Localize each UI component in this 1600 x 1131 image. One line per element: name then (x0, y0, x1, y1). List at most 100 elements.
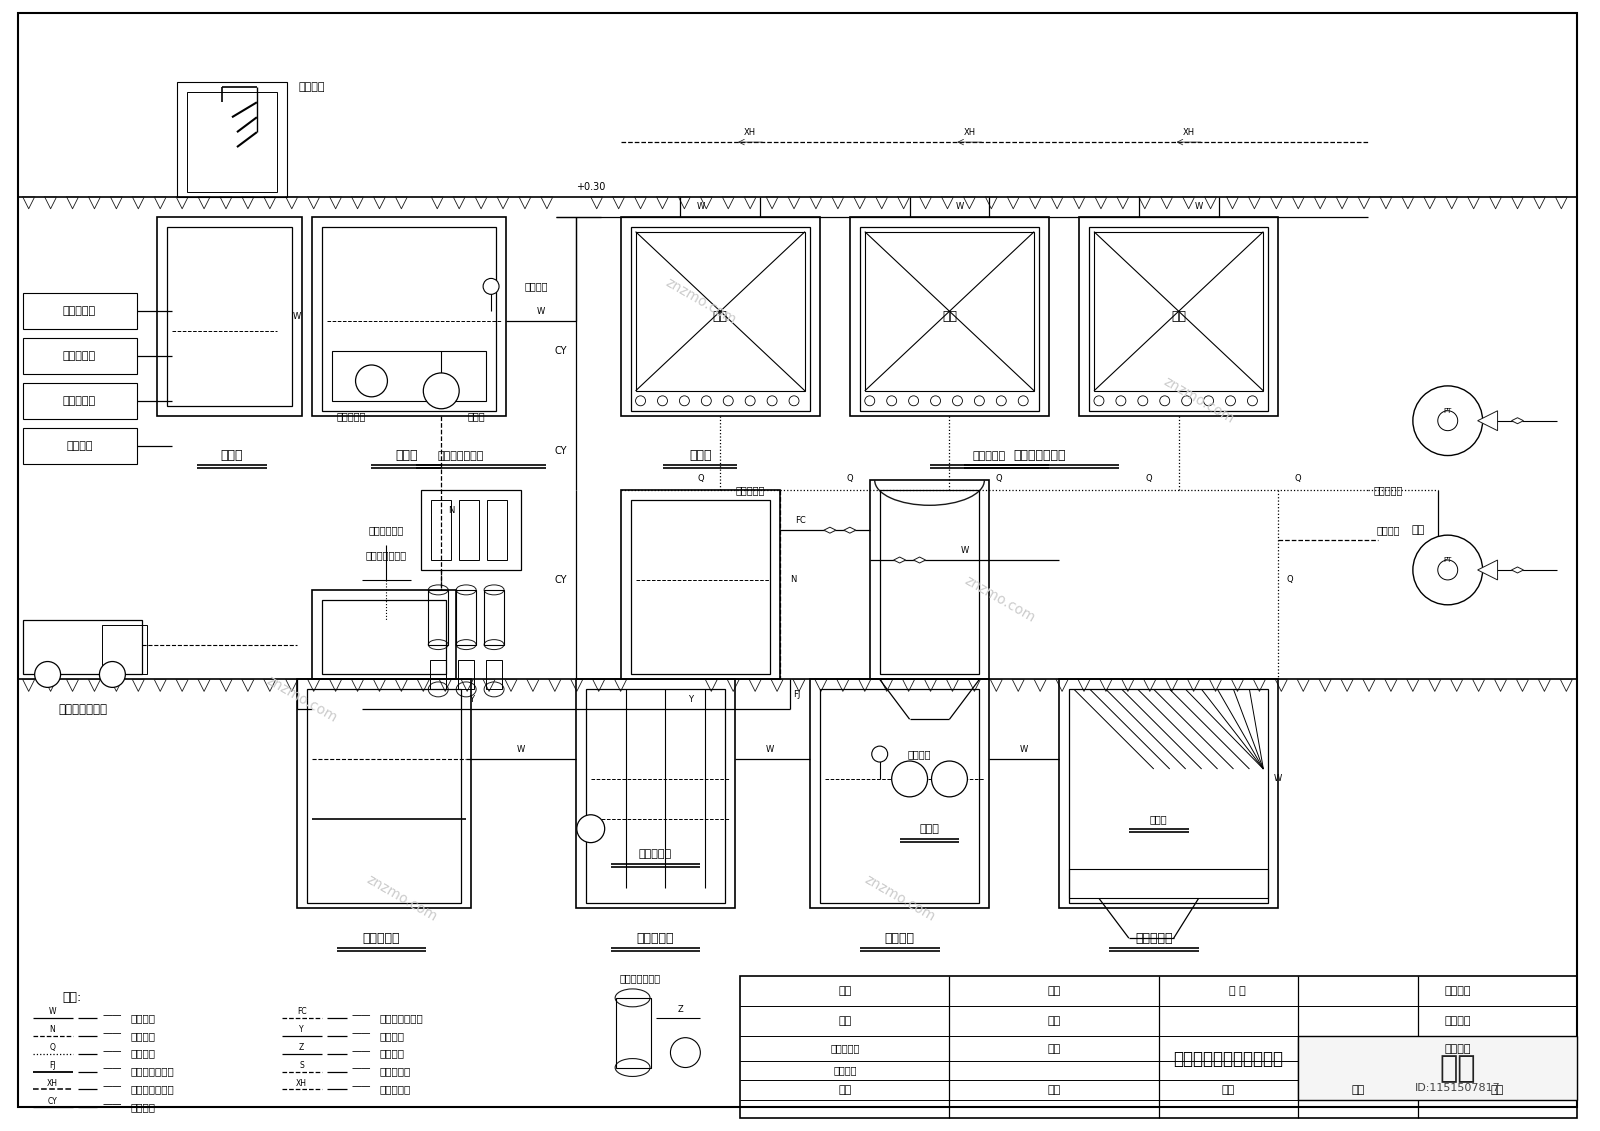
Circle shape (931, 396, 941, 406)
Text: 其他污水: 其他污水 (66, 441, 93, 450)
Text: +0.30: +0.30 (576, 182, 605, 192)
Circle shape (576, 814, 605, 843)
Text: znzmo.com: znzmo.com (264, 673, 339, 725)
Circle shape (1413, 535, 1483, 605)
Text: 专业负责: 专业负责 (834, 1065, 856, 1076)
Text: Y: Y (688, 694, 693, 703)
Text: ——: —— (352, 1028, 371, 1038)
Text: CY: CY (555, 446, 566, 456)
Bar (586, 690, 725, 904)
Text: Q: Q (50, 1043, 56, 1052)
Bar (819, 690, 979, 904)
Circle shape (1438, 411, 1458, 431)
Text: 设计: 设计 (1048, 986, 1061, 996)
Bar (432, 500, 451, 560)
Text: ——: —— (102, 1045, 122, 1055)
Ellipse shape (456, 640, 477, 649)
Text: 斜管沉淀池: 斜管沉淀池 (1134, 932, 1173, 944)
Bar (456, 590, 477, 645)
Bar (1069, 690, 1269, 904)
Bar (22, 428, 138, 464)
Text: 知末: 知末 (1440, 1054, 1475, 1083)
Circle shape (997, 396, 1006, 406)
Circle shape (974, 396, 984, 406)
Circle shape (1226, 396, 1235, 406)
Text: S: S (299, 1061, 304, 1070)
Bar (621, 491, 781, 680)
Bar (576, 680, 736, 908)
Text: 第页: 第页 (1491, 1086, 1504, 1096)
Text: 档案编号: 档案编号 (1445, 1044, 1470, 1054)
Bar (178, 83, 286, 197)
Circle shape (680, 396, 690, 406)
Text: ——: —— (102, 1010, 122, 1020)
Bar (621, 217, 819, 416)
Text: 多级接触氧化池: 多级接触氧化池 (1013, 449, 1066, 463)
Bar (1078, 217, 1278, 416)
Bar (430, 659, 446, 690)
Bar (22, 293, 138, 329)
Text: Y: Y (299, 1025, 304, 1034)
Ellipse shape (456, 585, 477, 595)
Text: W: W (1195, 202, 1203, 211)
Text: 反冲洗进水管线: 反冲洗进水管线 (130, 1067, 174, 1077)
Bar (870, 481, 989, 680)
Text: ——: —— (102, 1081, 122, 1091)
Circle shape (35, 662, 61, 688)
Text: Q: Q (1146, 474, 1152, 483)
Circle shape (1138, 396, 1147, 406)
Text: ——: —— (352, 1045, 371, 1055)
Ellipse shape (429, 640, 448, 649)
Bar (880, 491, 979, 674)
Text: 缺氧池: 缺氧池 (690, 449, 712, 463)
Text: CY: CY (48, 1097, 58, 1106)
Text: 超越管线: 超越管线 (130, 1103, 155, 1112)
Bar (1094, 232, 1264, 391)
Bar (850, 217, 1050, 416)
Text: ——: —— (102, 1099, 122, 1110)
Circle shape (355, 365, 387, 397)
Text: 液位浮球: 液位浮球 (907, 749, 931, 759)
Circle shape (872, 746, 888, 762)
Text: W: W (50, 1008, 56, 1017)
Circle shape (1438, 560, 1458, 580)
Text: W: W (1021, 744, 1029, 753)
Text: XH: XH (963, 128, 976, 137)
Text: 机械过滤器: 机械过滤器 (973, 450, 1006, 460)
Bar (322, 599, 446, 674)
Ellipse shape (429, 682, 448, 697)
Bar (630, 500, 770, 674)
Text: 来自鼓风机房: 来自鼓风机房 (370, 525, 405, 535)
Text: N: N (448, 506, 454, 515)
Bar (102, 624, 147, 674)
Text: 填料: 填料 (1171, 310, 1186, 322)
Bar (1090, 226, 1269, 411)
Text: 制图: 制图 (1048, 1016, 1061, 1026)
Text: 校对: 校对 (1048, 1044, 1061, 1054)
Text: znzmo.com: znzmo.com (862, 872, 938, 924)
Text: 机械格栅: 机械格栅 (299, 83, 325, 93)
Text: W: W (293, 312, 301, 321)
Text: N: N (790, 576, 797, 585)
Text: 硝化液回流管线: 硝化液回流管线 (130, 1085, 174, 1095)
Circle shape (658, 396, 667, 406)
Text: znzmo.com: znzmo.com (662, 276, 738, 327)
Text: W: W (960, 545, 968, 554)
Text: 潜污泵: 潜污泵 (467, 411, 485, 421)
Text: ——: —— (352, 1081, 371, 1091)
Text: 比例: 比例 (1048, 1086, 1061, 1096)
Bar (307, 690, 461, 904)
Text: XH: XH (46, 1079, 58, 1088)
Text: W: W (955, 202, 963, 211)
Circle shape (424, 373, 459, 408)
Text: 会签: 会签 (838, 1086, 851, 1096)
Circle shape (886, 396, 896, 406)
Bar (331, 351, 486, 400)
Circle shape (670, 1037, 701, 1068)
Text: Q: Q (698, 474, 704, 483)
Circle shape (1413, 386, 1483, 456)
Text: Z: Z (299, 1043, 304, 1052)
Text: XH: XH (1182, 128, 1195, 137)
Text: 格栅渠: 格栅渠 (221, 449, 243, 463)
Polygon shape (1478, 560, 1498, 580)
